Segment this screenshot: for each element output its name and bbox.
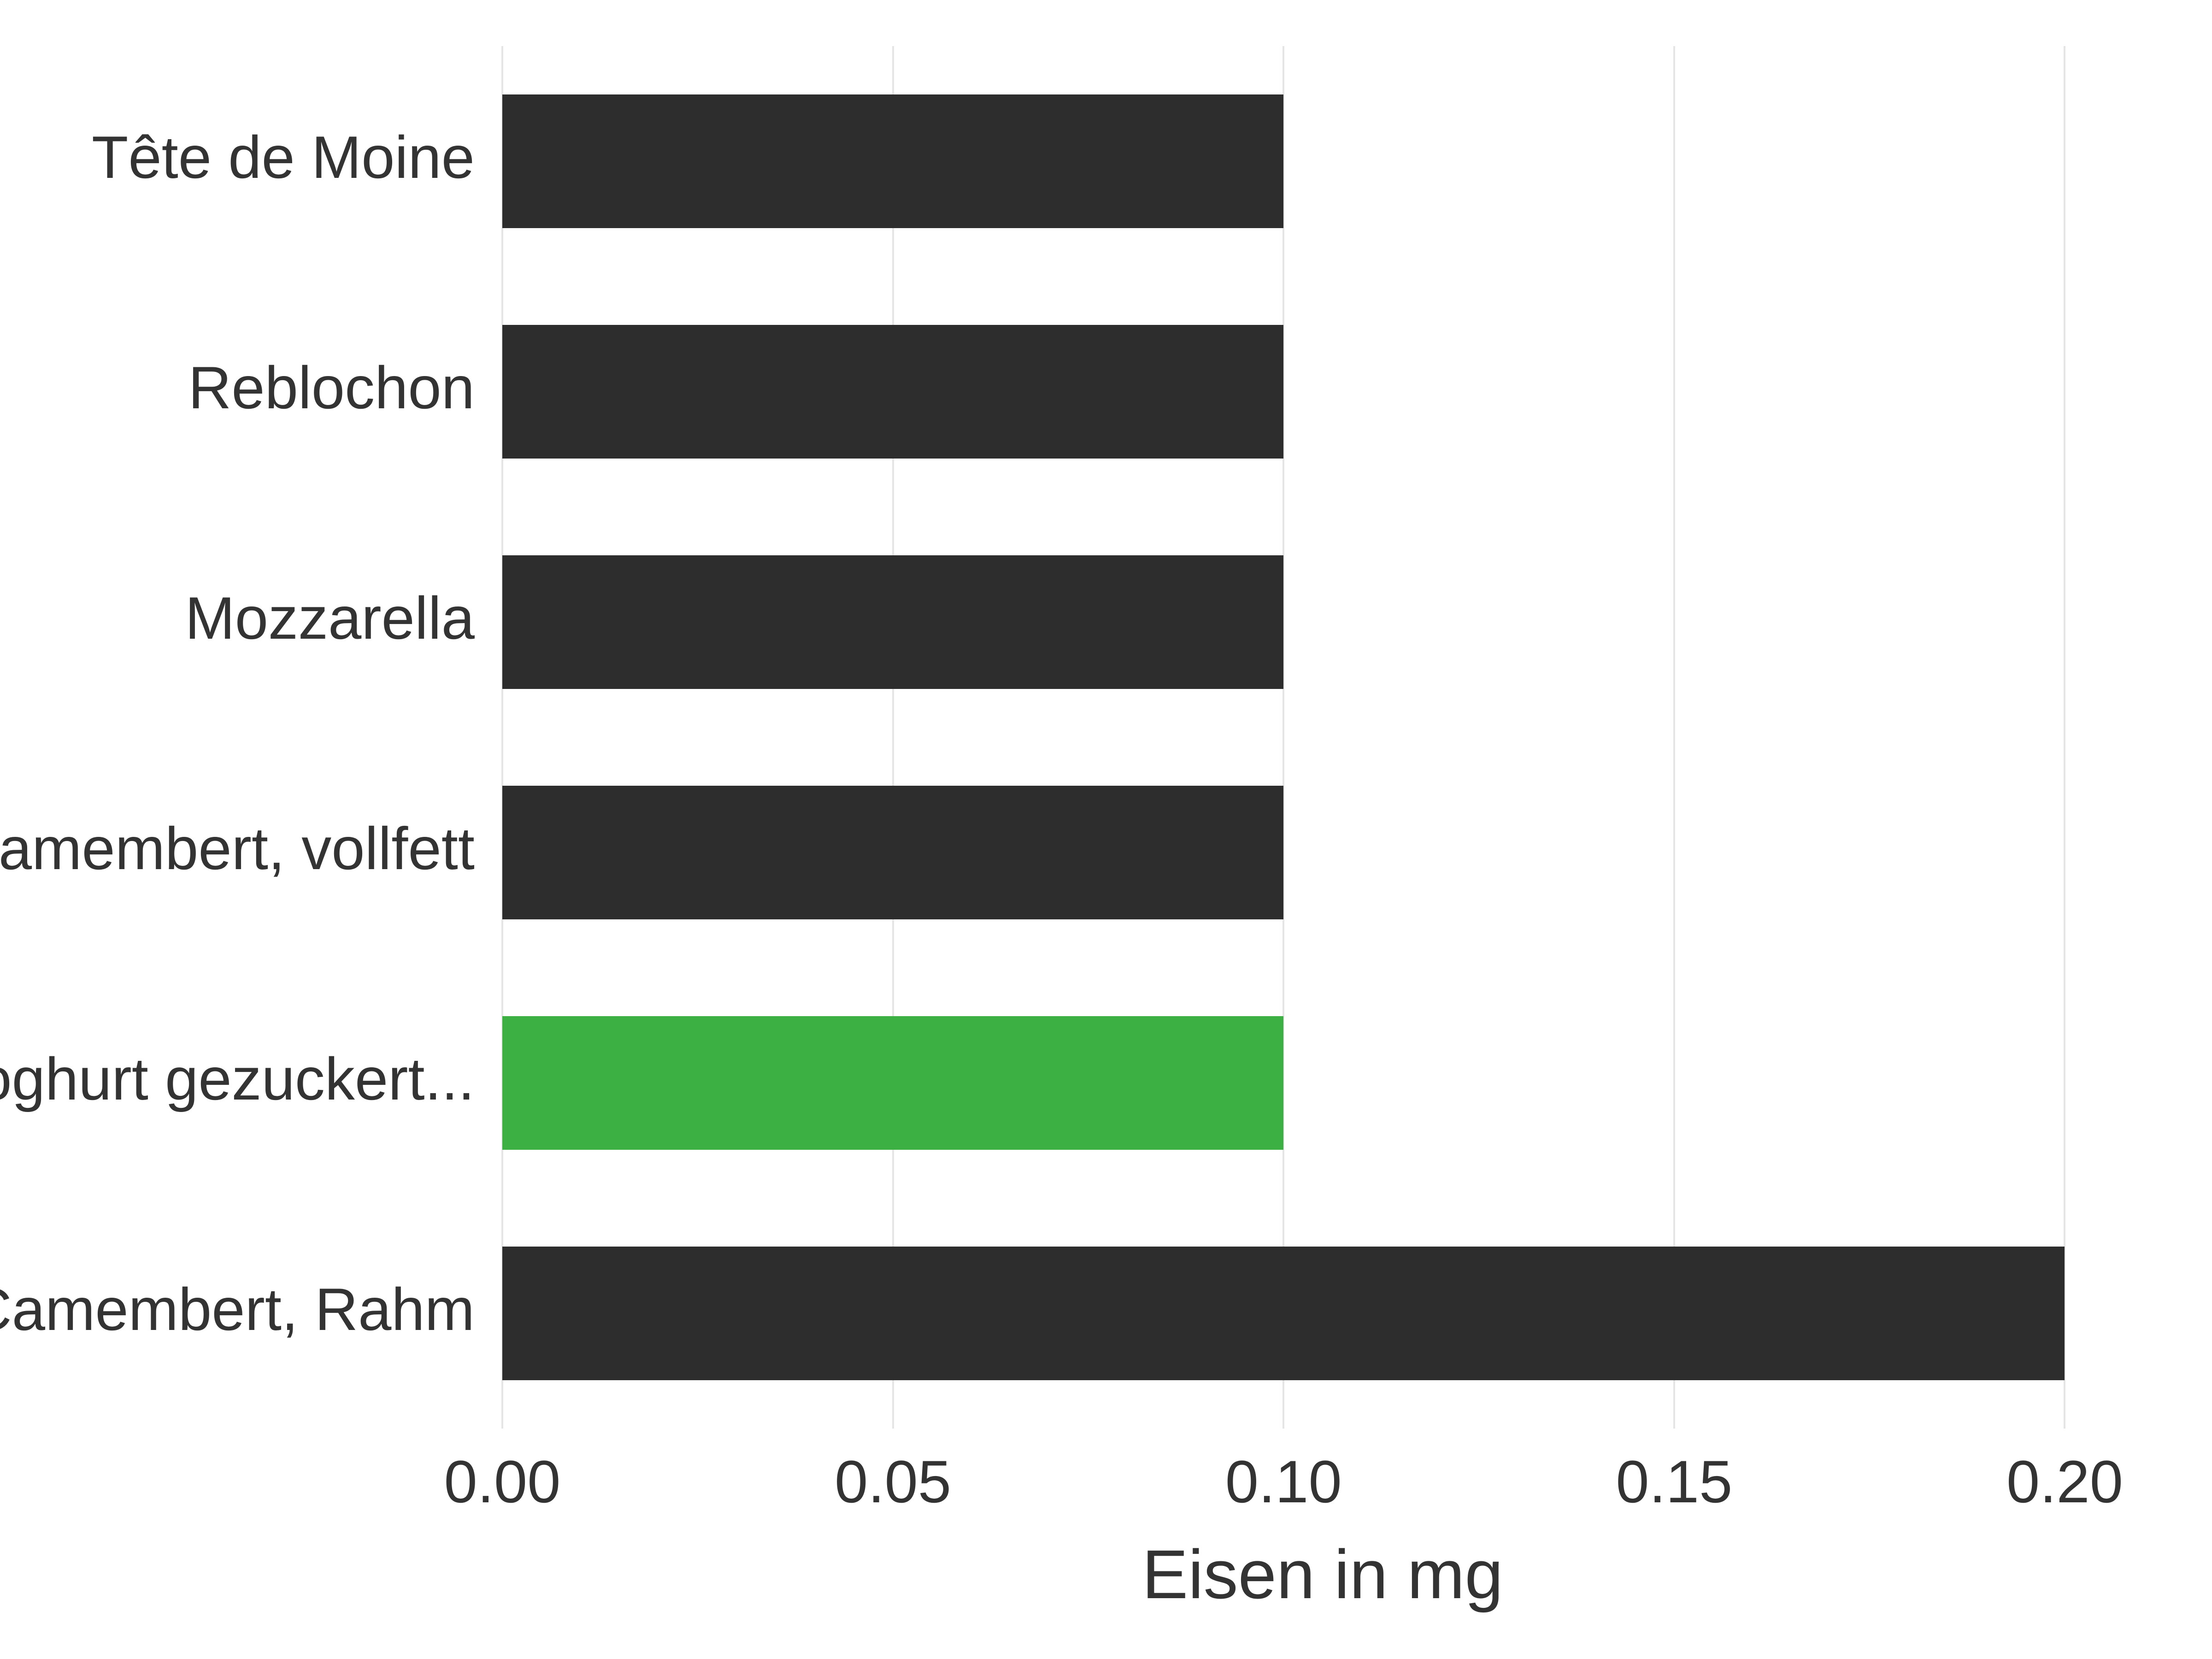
bar — [502, 94, 1283, 228]
y-axis-label: Mozzarella — [185, 583, 475, 653]
gridline — [1673, 46, 1675, 1429]
y-axis-label: Camembert, vollfett — [0, 814, 475, 883]
bar-chart: Tête de Moine Reblochon Mozzarella Camember… — [0, 0, 2212, 1659]
bar — [502, 325, 1283, 459]
bar — [502, 555, 1283, 689]
plot-area — [502, 46, 2143, 1429]
gridline — [501, 46, 503, 1429]
y-axis-label: Tête de Moine — [92, 123, 475, 192]
y-axis-label: Reblochon — [188, 353, 475, 422]
gridline — [1282, 46, 1284, 1429]
y-axis-label: Camembert, Rahm — [0, 1275, 475, 1344]
gridline — [2064, 46, 2065, 1429]
bar — [502, 1016, 1283, 1150]
bar — [502, 786, 1283, 919]
gridline — [892, 46, 894, 1429]
x-tick-label: 0.05 — [835, 1447, 951, 1516]
x-tick-label: 0.00 — [444, 1447, 560, 1516]
x-tick-label: 0.15 — [1616, 1447, 1732, 1516]
x-tick-label: 0.10 — [1225, 1447, 1342, 1516]
bar — [502, 1247, 2065, 1380]
x-tick-label: 0.20 — [2006, 1447, 2123, 1516]
x-axis-title: Eisen in mg — [1142, 1535, 1503, 1614]
y-axis-label: Joghurt gezuckert... — [0, 1044, 475, 1113]
